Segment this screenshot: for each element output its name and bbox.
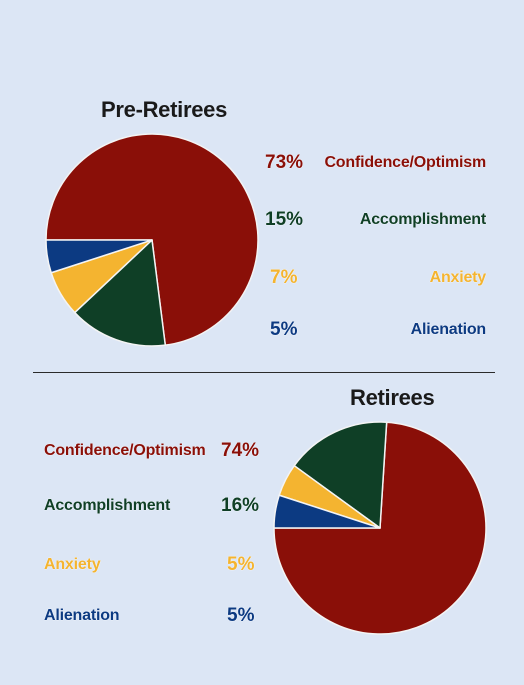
pre-slice-alienation <box>45 239 153 274</box>
pre-alienation-percent: 5% <box>270 319 298 340</box>
retirees-pie <box>273 421 487 635</box>
ret-accomplishment-percent: 16% <box>221 495 260 516</box>
ret-alienation-label: Alienation <box>44 607 120 624</box>
pre-anxiety-label: Anxiety <box>429 269 487 286</box>
ret-slice-accomplishment <box>293 421 388 529</box>
ret-accomplishment-label: Accomplishment <box>44 497 171 514</box>
retirees-title: Retirees <box>350 385 435 410</box>
pre-accomplishment-percent: 15% <box>265 209 304 230</box>
ret-slice-alienation <box>273 494 381 529</box>
pre-anxiety-percent: 7% <box>270 267 298 288</box>
pre-accomplishment-label: Accomplishment <box>359 211 486 228</box>
pre-confidence-percent: 73% <box>265 152 304 173</box>
ret-alienation-percent: 5% <box>227 605 255 626</box>
pre-confidence-label: Confidence/Optimism <box>324 154 486 171</box>
pre-retirees-pie <box>45 133 259 347</box>
pre-slice-accomplishment <box>73 239 167 347</box>
section-divider <box>33 372 495 373</box>
ret-confidence-percent: 74% <box>221 440 260 461</box>
pre-alienation-label: Alienation <box>410 321 487 338</box>
ret-anxiety-label: Anxiety <box>44 556 101 573</box>
ret-anxiety-percent: 5% <box>227 554 255 575</box>
ret-confidence-label: Confidence/Optimism <box>44 442 206 459</box>
pre-retirees-title: Pre-Retirees <box>101 97 228 122</box>
